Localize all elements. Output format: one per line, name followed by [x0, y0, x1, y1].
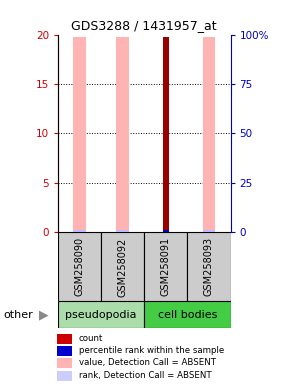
Title: GDS3288 / 1431957_at: GDS3288 / 1431957_at — [71, 19, 217, 32]
Text: pseudopodia: pseudopodia — [65, 310, 137, 320]
Bar — [73, 36, 86, 232]
Text: GSM258091: GSM258091 — [161, 237, 171, 296]
Bar — [116, 36, 129, 232]
Bar — [101, 232, 144, 301]
Text: value, Detection Call = ABSENT: value, Detection Call = ABSENT — [79, 358, 216, 367]
Bar — [73, 230, 86, 232]
Bar — [57, 346, 72, 356]
Bar — [57, 371, 72, 381]
Bar — [57, 358, 72, 368]
Bar — [144, 232, 187, 301]
Text: other: other — [3, 310, 33, 320]
Bar — [116, 230, 129, 232]
Text: percentile rank within the sample: percentile rank within the sample — [79, 346, 224, 355]
Bar — [187, 232, 231, 301]
Bar — [163, 230, 169, 232]
Bar — [163, 36, 169, 232]
Text: rank, Detection Call = ABSENT: rank, Detection Call = ABSENT — [79, 371, 211, 380]
Text: GSM258090: GSM258090 — [75, 237, 85, 296]
Text: GSM258093: GSM258093 — [204, 237, 214, 296]
Text: ▶: ▶ — [39, 309, 49, 322]
Bar — [58, 232, 101, 301]
Bar — [57, 334, 72, 344]
Bar — [144, 301, 231, 328]
Bar — [202, 36, 215, 232]
Bar — [58, 301, 144, 328]
Text: count: count — [79, 334, 103, 343]
Text: cell bodies: cell bodies — [158, 310, 217, 320]
Bar — [202, 230, 215, 232]
Text: GSM258092: GSM258092 — [118, 237, 128, 296]
